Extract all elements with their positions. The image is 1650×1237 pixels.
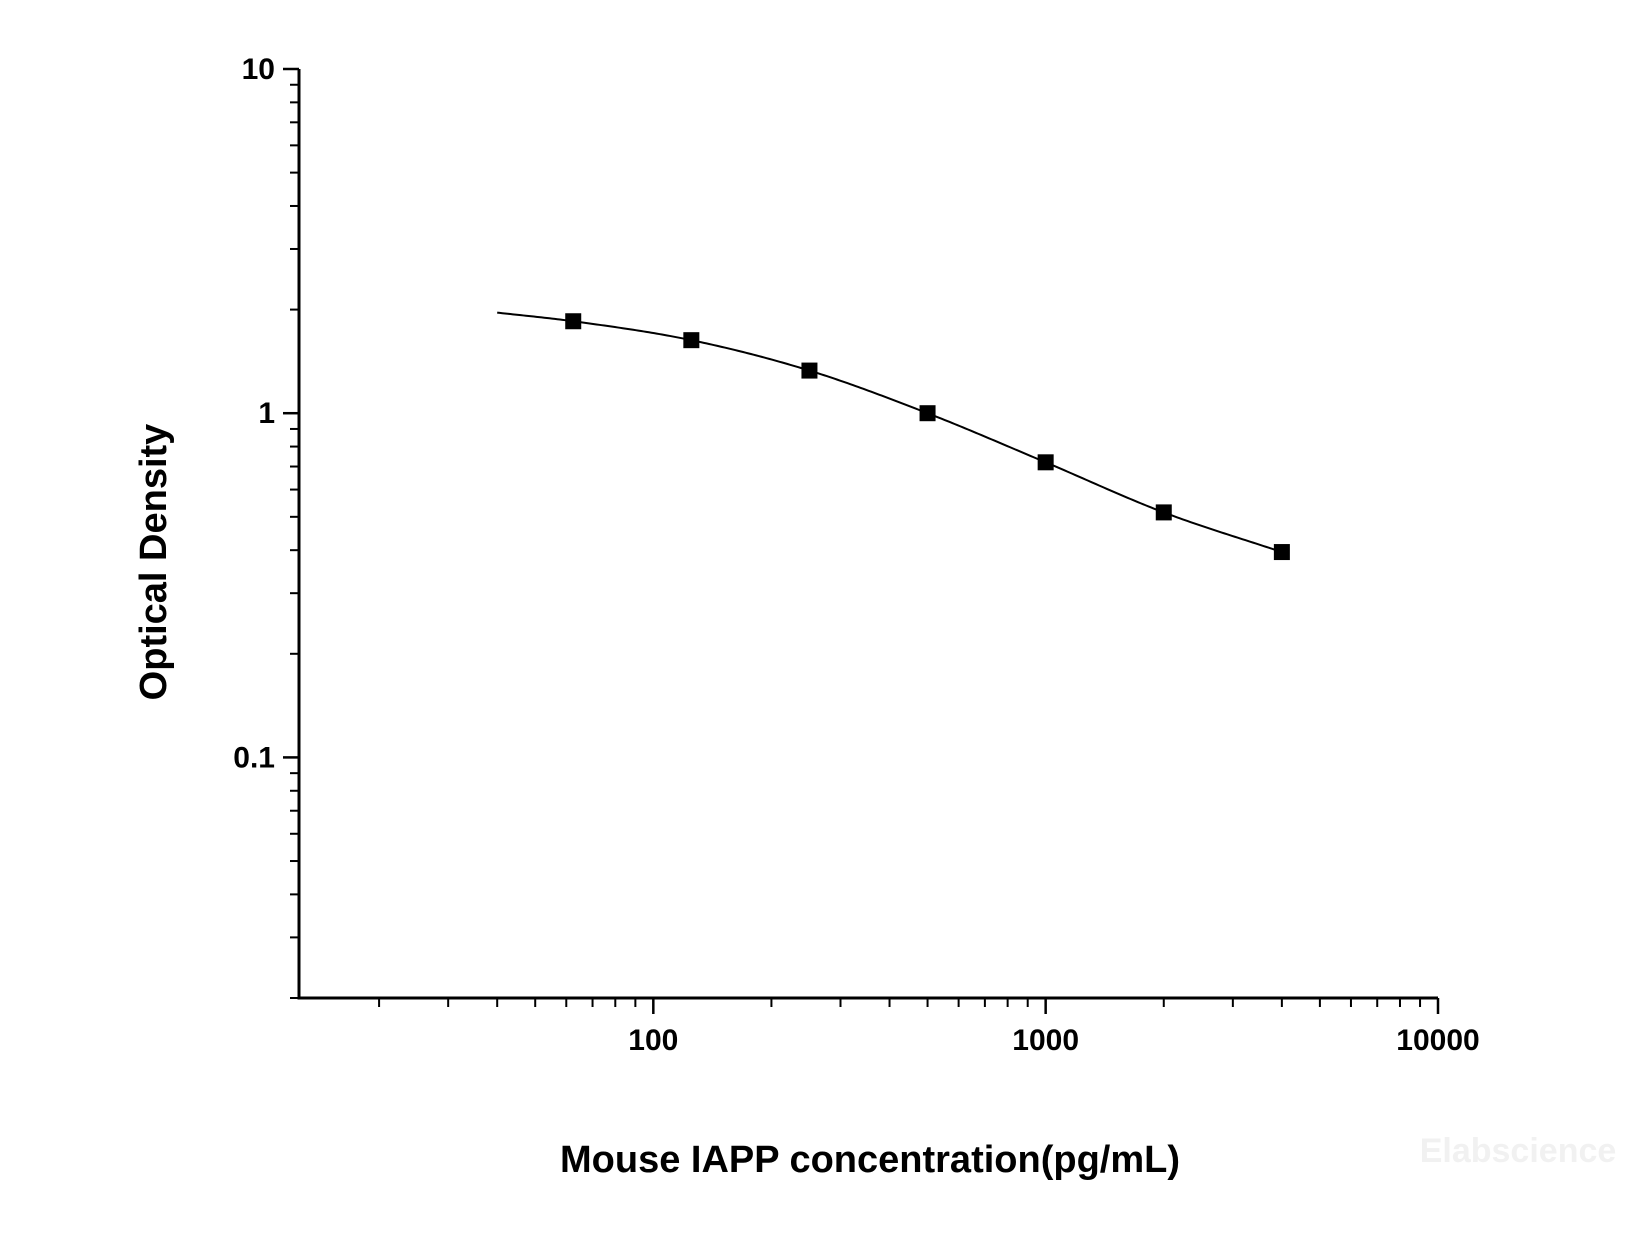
fit-curve [497, 311, 1283, 554]
data-point [1273, 544, 1290, 561]
x-tick-label: 100 [628, 1024, 678, 1057]
watermark-text: Elabscience [1420, 1132, 1617, 1170]
data-point [1037, 454, 1054, 471]
y-tick-label: 10 [242, 53, 275, 86]
y-tick-label: 0.1 [233, 741, 275, 774]
y-tick-label: 1 [258, 397, 275, 430]
data-point [801, 362, 818, 379]
x-tick-label: 1000 [1012, 1024, 1079, 1057]
x-axis-title: Mouse IAPP concentration(pg/mL) [560, 1139, 1180, 1181]
data-point [1155, 504, 1172, 521]
data-point [565, 313, 582, 330]
labels-layer: 100 1000 10000 10 1 0.1 [233, 53, 1479, 1057]
axes [283, 67, 1440, 1014]
data-point [683, 332, 700, 349]
x-tick-label: 10000 [1396, 1024, 1479, 1057]
data-points-layer [565, 313, 1290, 561]
fit-curve-layer [497, 311, 1283, 554]
y-axis-title: Optical Density [133, 424, 175, 701]
data-point [919, 405, 936, 422]
